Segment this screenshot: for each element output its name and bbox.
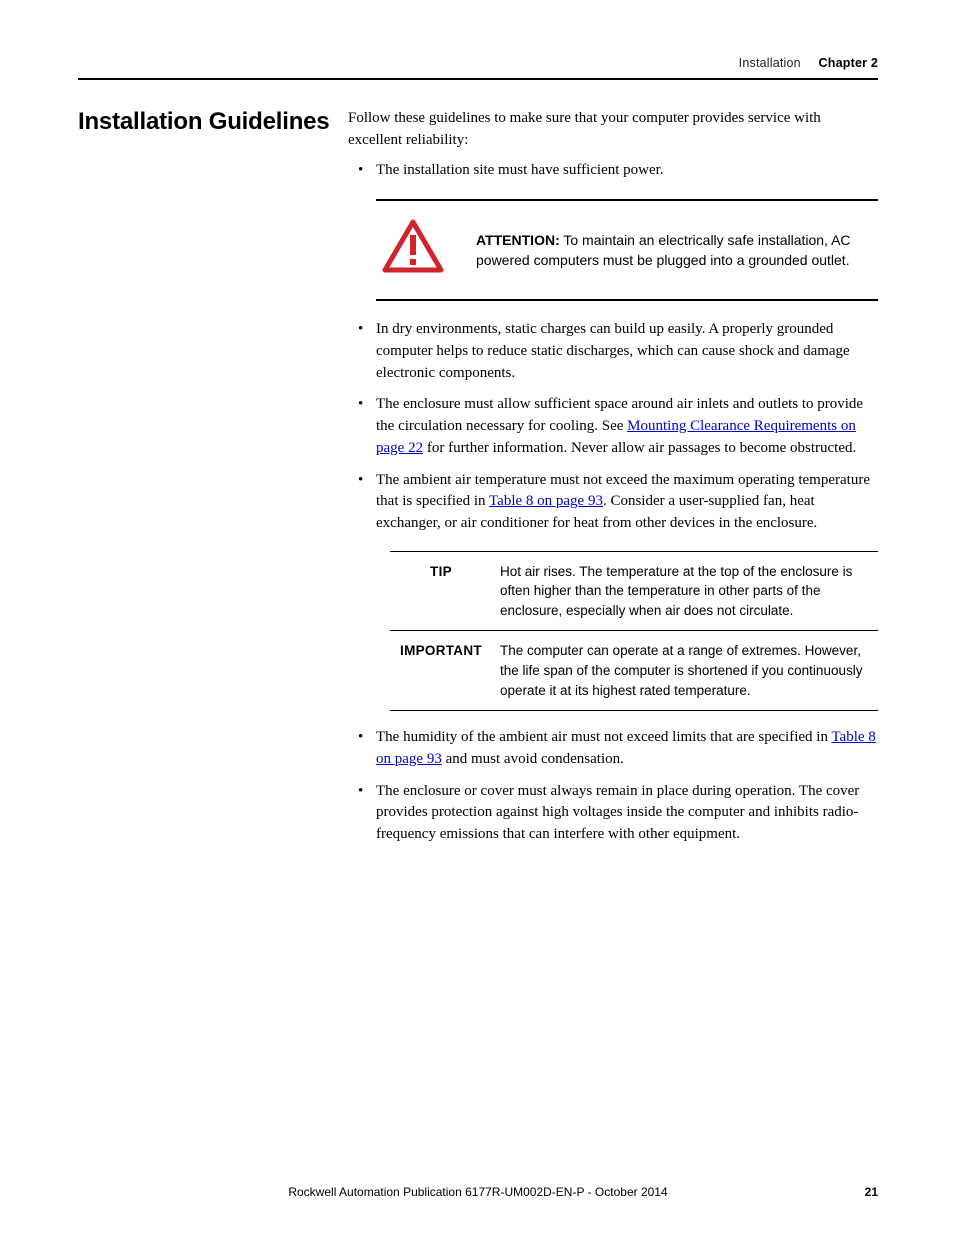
bullet-list-3: The humidity of the ambient air must not…: [348, 727, 878, 846]
list-item: The enclosure or cover must always remai…: [376, 781, 878, 846]
intro-paragraph: Follow these guidelines to make sure tha…: [348, 108, 878, 152]
list-item: The humidity of the ambient air must not…: [376, 727, 878, 771]
important-label: IMPORTANT: [390, 631, 500, 711]
attention-box: ATTENTION: To maintain an electrically s…: [376, 199, 878, 301]
side-heading: Installation Guidelines: [78, 108, 348, 856]
tip-table: TIP Hot air rises. The temperature at th…: [390, 551, 878, 711]
bullet-list-1: The installation site must have sufficie…: [348, 160, 878, 182]
table-row: IMPORTANT The computer can operate at a …: [390, 631, 878, 711]
page-number: 21: [865, 1185, 878, 1199]
tip-label: TIP: [390, 551, 500, 631]
top-rule: [78, 78, 878, 80]
bullet-text: for further information. Never allow air…: [423, 440, 856, 456]
footer-text: Rockwell Automation Publication 6177R-UM…: [288, 1185, 667, 1199]
list-item: In dry environments, static charges can …: [376, 319, 878, 384]
bullet-list-2: In dry environments, static charges can …: [348, 319, 878, 535]
content-grid: Installation Guidelines Follow these gui…: [78, 108, 878, 856]
bullet-text: The humidity of the ambient air must not…: [376, 729, 831, 745]
list-item: The installation site must have sufficie…: [376, 160, 878, 182]
list-item: The enclosure must allow sufficient spac…: [376, 394, 878, 459]
important-text: The computer can operate at a range of e…: [500, 631, 878, 711]
attention-label: ATTENTION:: [476, 232, 560, 248]
footer: Rockwell Automation Publication 6177R-UM…: [78, 1185, 878, 1199]
body-column: Follow these guidelines to make sure tha…: [348, 108, 878, 856]
header-section: Installation: [739, 56, 801, 70]
header-chapter: Chapter 2: [819, 56, 878, 70]
link-table-8-a[interactable]: Table 8 on page 93: [489, 493, 603, 509]
page: Installation Chapter 2 Installation Guid…: [0, 0, 954, 1235]
list-item: The ambient air temperature must not exc…: [376, 470, 878, 535]
running-header: Installation Chapter 2: [739, 56, 878, 70]
attention-text: ATTENTION: To maintain an electrically s…: [476, 230, 870, 271]
tip-text: Hot air rises. The temperature at the to…: [500, 551, 878, 631]
attention-icon: [382, 219, 454, 281]
table-row: TIP Hot air rises. The temperature at th…: [390, 551, 878, 631]
bullet-text: and must avoid condensation.: [442, 751, 624, 767]
